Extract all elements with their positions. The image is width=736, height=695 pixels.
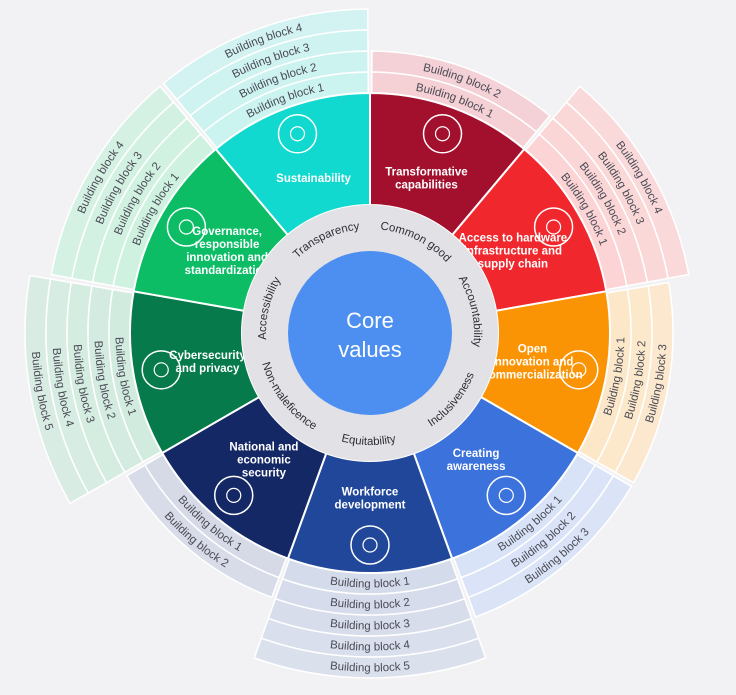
training-icon-glyph	[362, 537, 378, 553]
segment-label-workforce-development-line-1: Workforce	[342, 487, 399, 499]
segment-label-national-security-line-2: economic	[237, 454, 291, 466]
core-title-line2: values	[338, 337, 402, 362]
segment-label-sustainability-line-1: Sustainability	[276, 173, 351, 185]
building-block-label-workforce-development-2: Building block 2	[329, 597, 410, 612]
sustainability-icon-glyph	[289, 126, 306, 142]
computer-network-icon	[422, 114, 463, 154]
audience-icon-glyph	[498, 487, 514, 504]
building-block-label-workforce-development-4: Building block 4	[329, 639, 411, 654]
core-title-line1: Core	[346, 308, 394, 333]
lightbulb-icon-glyph	[571, 362, 587, 378]
segment-label-workforce-development-line-2: development	[335, 500, 406, 512]
segment-label-transformative-capabilities-line-2: capabilities	[395, 179, 458, 191]
core-circle-group: Core values	[288, 251, 452, 415]
segment-label-governance-line-1: Governance,	[192, 226, 262, 238]
segment-label-governance-line-2: responsible	[195, 239, 260, 251]
globe-icon	[213, 475, 254, 516]
lock-icon	[141, 350, 181, 390]
chip-icon-glyph	[545, 219, 562, 235]
segment-label-national-security-line-3: security	[242, 467, 287, 479]
segment-label-transformative-capabilities-line-1: Transformative	[385, 166, 467, 178]
segment-label-governance-line-3: innovation and	[186, 252, 268, 264]
audience-icon	[486, 475, 527, 516]
training-icon	[350, 525, 390, 565]
core-circle	[288, 251, 452, 415]
lock-icon-glyph	[153, 362, 169, 378]
segment-label-cybersecurity-line-1: Cybersecurity	[169, 350, 246, 362]
segment-label-hardware-access-line-1: Access to hardware	[459, 233, 568, 245]
segment-label-creating-awareness-line-1: Creating	[453, 448, 500, 460]
globe-icon-glyph	[226, 487, 242, 504]
segment-label-cybersecurity-line-2: and privacy	[176, 363, 241, 375]
values-ring-band	[241, 205, 498, 461]
lightbulb-icon	[559, 350, 599, 390]
capitol-icon	[166, 207, 207, 247]
building-block-label-workforce-development-5: Building block 5	[329, 660, 410, 674]
building-block-label-workforce-development-1: Building block 1	[329, 575, 410, 590]
sustainability-icon	[277, 114, 318, 154]
building-block-label-workforce-development-3: Building block 3	[329, 618, 410, 633]
segment-label-hardware-access-line-3: supply chain	[478, 259, 548, 271]
segment-label-hardware-access-line-2: infrastructure and	[464, 246, 562, 258]
segment-label-open-innovation-line-2: innovation and	[492, 357, 574, 369]
segment-label-open-innovation-line-1: Open	[518, 344, 547, 356]
segment-label-creating-awareness-line-2: awareness	[447, 461, 506, 473]
value-label-equitability: Equitability	[340, 432, 397, 448]
computer-network-icon-glyph	[434, 126, 451, 142]
segment-label-national-security-line-1: National and	[229, 441, 298, 453]
category-segments: Sustainability Transformativecapabilities…	[129, 91, 611, 574]
segment-label-open-innovation-line-3: commercialization	[482, 370, 582, 382]
segment-label-governance-line-4: standardization	[185, 265, 270, 277]
chip-icon	[533, 207, 574, 247]
capitol-icon-glyph	[178, 219, 195, 235]
